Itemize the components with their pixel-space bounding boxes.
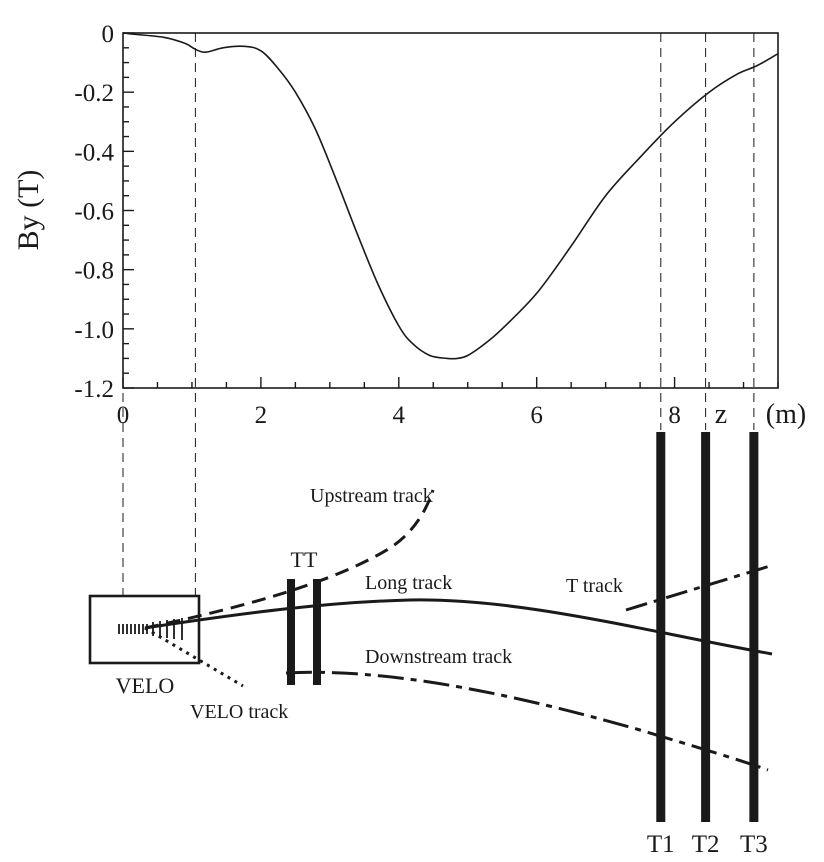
reference-lines [122, 33, 755, 600]
x-tick-label: 4 [393, 402, 406, 429]
y-tick-label: -1.0 [74, 317, 114, 344]
upstream-track-line [144, 489, 435, 630]
x-axis-unit: (m) [766, 399, 806, 430]
tt-plate-2 [313, 579, 321, 685]
x-axis-ticks: 0 2 4 6 8 [117, 377, 779, 429]
tt-label: TT [291, 547, 318, 572]
velo-box [88, 594, 201, 665]
by-field-curve [122, 32, 779, 360]
long-track-line [144, 598, 773, 656]
station-t1-plate [656, 432, 666, 822]
station-t2-plate [701, 432, 711, 822]
t-stations: T1 T2 T3 [647, 432, 768, 858]
y-tick-label: -1.2 [74, 376, 114, 403]
x-tick-label: 2 [255, 402, 268, 429]
y-tick-label: -0.4 [74, 139, 114, 166]
x-tick-label: 6 [530, 402, 543, 429]
t-track-label: T track [566, 575, 623, 597]
station-t3-plate [749, 432, 759, 822]
t-track-line [625, 564, 771, 612]
upstream-track-label: Upstream track [310, 485, 433, 507]
station-t3-label: T3 [740, 831, 768, 858]
downstream-track-label: Downstream track [365, 646, 512, 668]
x-tick-label: 0 [117, 402, 130, 429]
x-tick-label: 8 [668, 402, 681, 429]
station-t2-label: T2 [692, 831, 720, 858]
plot-frame [122, 32, 779, 389]
y-tick-label: -0.2 [74, 80, 114, 107]
velo-track-label: VELO track [190, 701, 288, 723]
station-t1-label: T1 [647, 831, 675, 858]
velo-label: VELO [116, 673, 175, 698]
y-tick-label: 0 [102, 21, 115, 48]
y-axis-ticks: 0 -0.2 -0.4 -0.6 -0.8 -1.0 -1.2 [74, 21, 134, 403]
tt-plate-1 [287, 579, 295, 685]
x-axis-label: z [715, 399, 727, 430]
downstream-track-line [285, 670, 769, 772]
velo-track-line [144, 626, 244, 688]
y-tick-label: -0.6 [74, 199, 114, 226]
y-tick-label: -0.8 [74, 258, 114, 285]
y-axis-label: By (T) [12, 170, 45, 251]
long-track-label: Long track [365, 572, 452, 594]
